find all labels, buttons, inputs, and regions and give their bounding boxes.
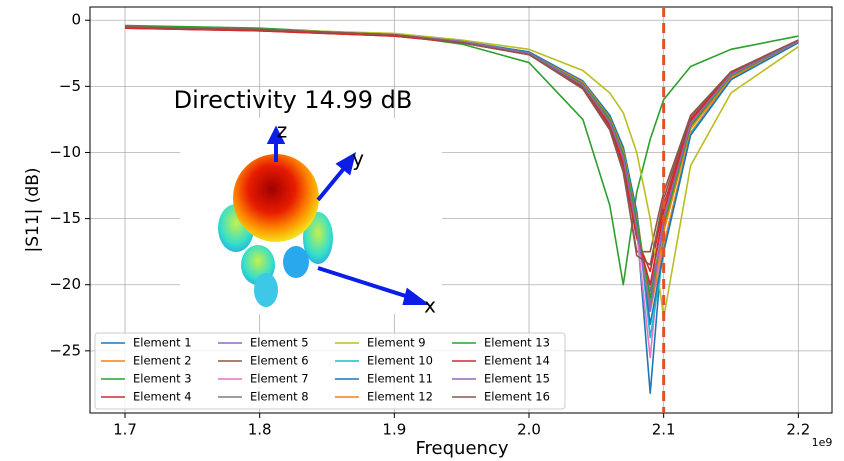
main-lobe [233, 154, 319, 242]
x-arrow [317, 266, 413, 300]
y-arrow [316, 164, 348, 202]
y-tick-label: −10 [49, 143, 81, 161]
legend-label: Element 13 [484, 336, 550, 350]
legend-label: Element 7 [250, 372, 309, 386]
legend-label: Element 15 [484, 372, 550, 386]
series-line [124, 27, 799, 286]
x-tick-label: 2.2 [786, 421, 810, 439]
y-axis-label: |S11| (dB) [23, 168, 43, 253]
legend-label: Element 5 [250, 336, 309, 350]
x-tick-label: 1.7 [113, 421, 137, 439]
legend-label: Element 3 [133, 372, 192, 386]
axes: 1.7 1.8 1.9 2.0 2.1 2.2 0 −5 −10 −15 −20 −25 [49, 11, 810, 439]
legend-label: Element 1 [133, 336, 192, 350]
y-tick-label: 0 [71, 11, 81, 29]
series-line [124, 26, 799, 266]
x-axis-label: Frequency [416, 438, 509, 459]
legend-label: Element 9 [367, 336, 426, 350]
y-tick-label: −20 [49, 275, 81, 293]
inset-axis-label: z [277, 119, 288, 143]
x-tick-label: 1.9 [382, 421, 406, 439]
x-offset-label: 1e9 [812, 436, 833, 449]
plot-frame [89, 6, 833, 414]
x-arrowhead [402, 287, 430, 305]
inset-axis-label: x [424, 294, 436, 318]
y-arrowhead [335, 151, 357, 176]
x-tick-label: 2.1 [652, 421, 676, 439]
y-tick-label: −15 [49, 209, 81, 227]
legend-label: Element 14 [484, 354, 550, 368]
inset-directivity: Directivity 14.99 dB x y z [174, 86, 442, 318]
legend-box [94, 332, 566, 410]
axes-arrows [266, 125, 430, 305]
legend-label: Element 16 [484, 390, 550, 404]
lines [124, 24, 799, 394]
side-lobe [303, 212, 333, 264]
series-line [124, 26, 799, 319]
legend: Element 1 Element 2 Element 3 Element 4 Elem… [94, 332, 566, 410]
x-tick-label: 2.0 [517, 421, 541, 439]
legend-label: Element 12 [367, 390, 433, 404]
inset-axis-label: y [352, 147, 364, 171]
legend-label: Element 10 [367, 354, 433, 368]
side-lobe [254, 273, 278, 307]
legend-label: Element 11 [367, 372, 433, 386]
legend-label: Element 6 [250, 354, 309, 368]
z-arrowhead [266, 125, 286, 144]
y-tick-label: −25 [49, 341, 81, 359]
legend-label: Element 2 [133, 354, 192, 368]
inset-title: Directivity 14.99 dB [174, 86, 413, 114]
x-tick-label: 1.8 [248, 421, 272, 439]
side-lobe [283, 246, 309, 278]
y-tick-label: −5 [59, 77, 81, 95]
legend-label: Element 8 [250, 390, 309, 404]
legend-label: Element 4 [133, 390, 192, 404]
